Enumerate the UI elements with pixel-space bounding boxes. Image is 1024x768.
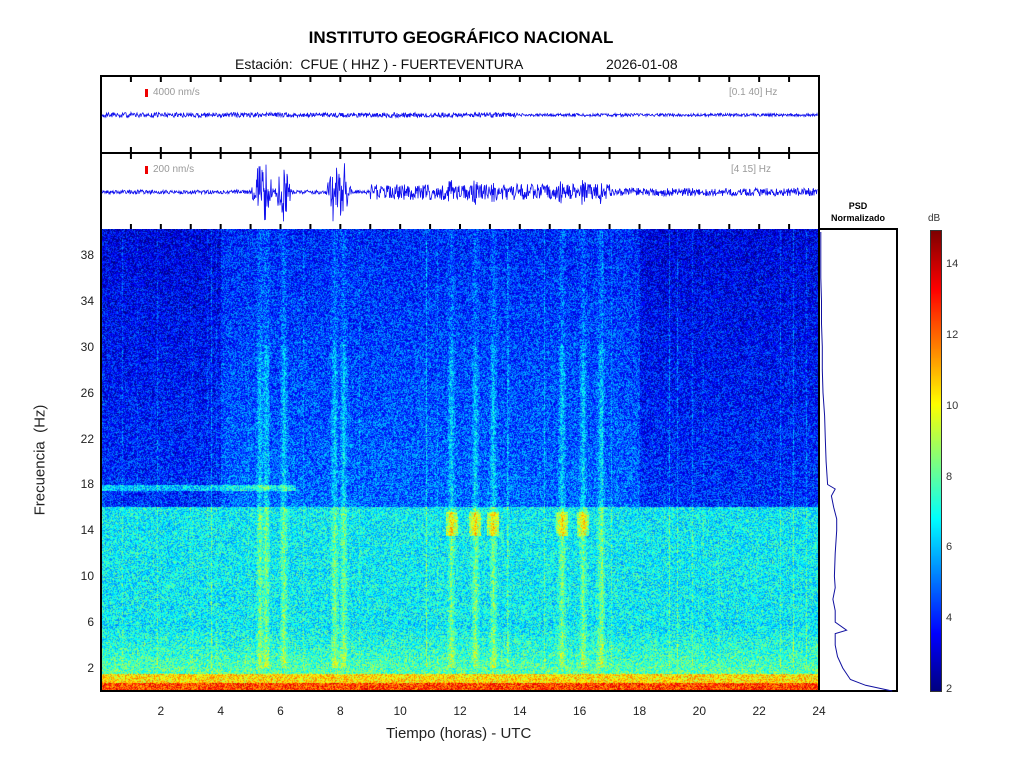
psd-title: PSD Normalizado [820,200,896,224]
x-tick-label: 20 [692,704,706,718]
colorbar-label: dB [928,213,941,224]
trace1-band: [0.1 40] Hz [729,87,778,98]
psd-title-line2: Normalizado [830,213,885,223]
spectrogram-frame [100,228,820,692]
x-tick-label: 18 [632,704,647,718]
colorbar-tick-label: 2 [946,683,953,695]
colorbar-tick-label: 14 [946,258,959,271]
y-tick-label: 38 [80,247,94,262]
spectrogram-heatmap [101,229,819,691]
x-tick-label: 8 [336,704,344,718]
chart-title: INSTITUTO GEOGRÁFICO NACIONAL [308,28,614,47]
colorbar-tick-label: 12 [946,329,959,342]
trace2-scale: 200 nm/s [153,164,195,175]
y-tick-label: 34 [80,293,94,308]
trace-panel-filtered [100,152,820,231]
trace2-band: [4 15] Hz [731,164,772,175]
date-label: 2026-01-08 [606,56,678,72]
colorbar-tick-label: 8 [946,470,953,483]
x-tick-label: 22 [752,704,766,718]
colorbar-tick-label: 4 [946,612,953,625]
x-tick-label: 14 [513,704,527,718]
y-tick-label: 14 [80,523,94,538]
y-tick-label: 26 [80,385,94,400]
colorbar-tick-label: 6 [946,541,953,554]
x-tick-label: 10 [393,704,407,718]
x-tick-label: 16 [572,704,587,718]
colorbar-tick-label: 10 [946,399,959,412]
y-tick-label: 2 [87,661,94,676]
x-tick-label: 24 [812,704,826,718]
scale-bar-icon [145,166,148,174]
trace1-scale: 4000 nm/s [153,87,200,98]
x-tick-label: 2 [157,704,165,718]
y-tick-label: 22 [80,431,94,446]
psd-panel [818,228,898,692]
x-tick-label: 12 [453,704,467,718]
y-tick-label: 10 [80,569,94,584]
psd-curve [820,232,893,692]
scale-bar-icon [145,89,148,97]
trace-panel-broadband [100,75,820,154]
y-tick-label: 18 [80,477,94,492]
psd-line [820,232,893,692]
colorbar [930,230,942,692]
y-tick-label: 6 [87,615,94,630]
x-tick-label: 4 [217,704,224,718]
y-tick-label: 30 [80,339,94,354]
x-tick-label: 6 [277,704,284,718]
station-subtitle: Estación: CFUE ( HHZ ) - FUERTEVENTURA [235,56,524,72]
psd-title-line1: PSD [848,201,868,211]
x-axis-label: Tiempo (horas) - UTC [386,725,532,742]
y-axis-label: Frecuencia (Hz) [31,404,49,516]
